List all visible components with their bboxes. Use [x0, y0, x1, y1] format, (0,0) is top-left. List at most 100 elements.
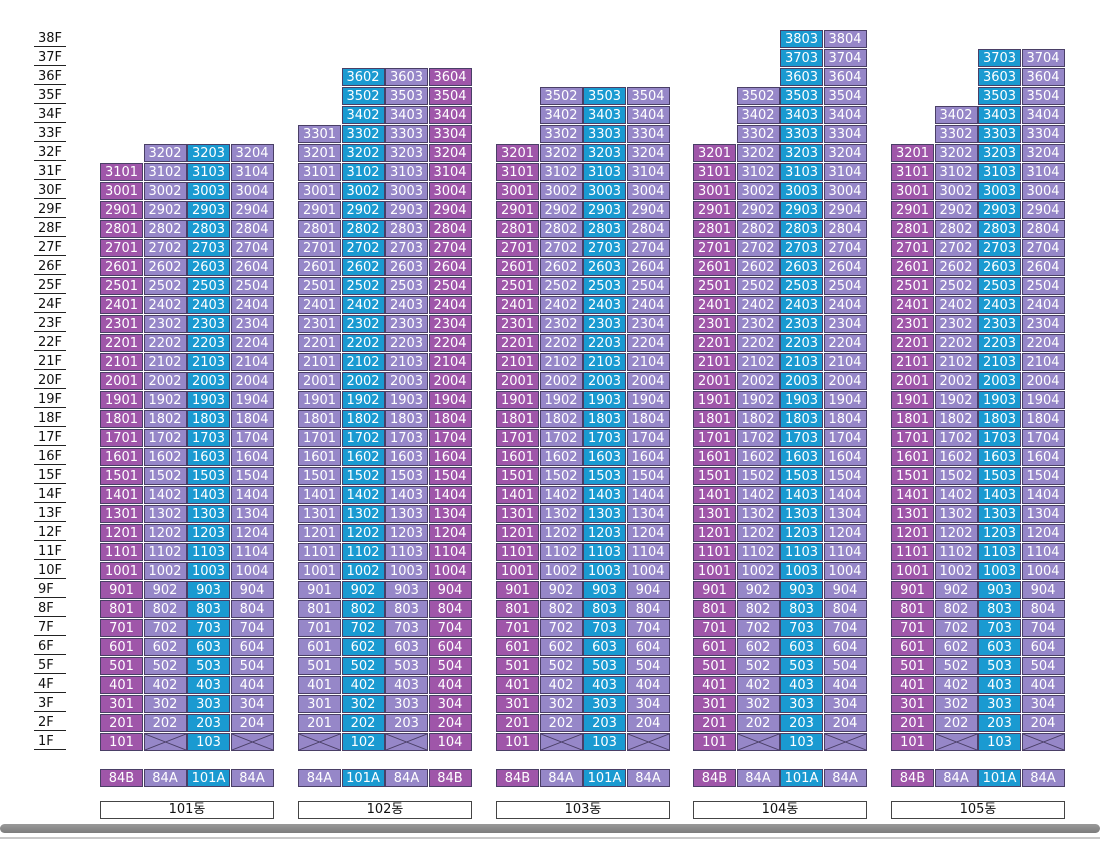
unit-cell[interactable]: 1501: [100, 467, 143, 485]
unit-cell[interactable]: 1803: [385, 410, 428, 428]
unit-cell[interactable]: 2702: [934, 239, 978, 257]
unit-cell[interactable]: 204: [626, 714, 670, 732]
unit-cell[interactable]: 2802: [736, 220, 780, 238]
unit-cell[interactable]: 601: [496, 638, 539, 656]
unit-cell[interactable]: 3402: [934, 106, 978, 124]
unit-cell[interactable]: 3103: [780, 163, 823, 181]
unit-cell[interactable]: 3304: [1021, 125, 1065, 143]
unit-cell[interactable]: 3503: [385, 87, 428, 105]
unit-cell[interactable]: 601: [693, 638, 736, 656]
unit-cell[interactable]: 402: [736, 676, 780, 694]
unit-cell[interactable]: 3204: [823, 144, 867, 162]
unit-cell[interactable]: 2304: [626, 315, 670, 333]
unit-cell[interactable]: 1401: [496, 486, 539, 504]
unit-cell[interactable]: 2004: [428, 372, 472, 390]
unit-cell[interactable]: 2202: [934, 334, 978, 352]
unit-cell[interactable]: 404: [230, 676, 274, 694]
unit-cell[interactable]: 3103: [978, 163, 1021, 181]
unit-cell[interactable]: 2001: [496, 372, 539, 390]
unit-cell[interactable]: 1202: [143, 524, 187, 542]
unit-cell[interactable]: 1904: [823, 391, 867, 409]
unit-cell[interactable]: 404: [1021, 676, 1065, 694]
unit-cell[interactable]: 202: [539, 714, 583, 732]
unit-cell[interactable]: 2902: [143, 201, 187, 219]
unit-cell[interactable]: 704: [230, 619, 274, 637]
unit-cell[interactable]: 602: [736, 638, 780, 656]
unit-cell[interactable]: 1704: [1021, 429, 1065, 447]
unit-cell[interactable]: 1803: [187, 410, 230, 428]
unit-cell[interactable]: 2003: [780, 372, 823, 390]
unit-cell[interactable]: 302: [341, 695, 385, 713]
unit-cell[interactable]: 904: [626, 581, 670, 599]
unit-cell[interactable]: 801: [298, 600, 341, 618]
unit-cell[interactable]: 3004: [1021, 182, 1065, 200]
unit-cell[interactable]: 1304: [428, 505, 472, 523]
unit-cell[interactable]: 602: [934, 638, 978, 656]
unit-cell[interactable]: 403: [385, 676, 428, 694]
unit-cell[interactable]: 2503: [978, 277, 1021, 295]
unit-cell[interactable]: 403: [780, 676, 823, 694]
unit-cell[interactable]: 1201: [298, 524, 341, 542]
unit-cell[interactable]: 1603: [187, 448, 230, 466]
unit-cell[interactable]: 2703: [187, 239, 230, 257]
unit-cell[interactable]: 2304: [823, 315, 867, 333]
unit-cell[interactable]: 1603: [780, 448, 823, 466]
unit-cell[interactable]: 1504: [626, 467, 670, 485]
unit-cell[interactable]: 2703: [978, 239, 1021, 257]
unit-cell[interactable]: 801: [693, 600, 736, 618]
unit-cell[interactable]: 1504: [428, 467, 472, 485]
unit-cell[interactable]: 504: [626, 657, 670, 675]
unit-cell[interactable]: 1904: [1021, 391, 1065, 409]
unit-cell[interactable]: 1102: [341, 543, 385, 561]
unit-cell[interactable]: 503: [978, 657, 1021, 675]
unit-cell[interactable]: 1302: [143, 505, 187, 523]
unit-cell[interactable]: 1701: [693, 429, 736, 447]
unit-cell[interactable]: 1403: [978, 486, 1021, 504]
unit-cell[interactable]: 1203: [187, 524, 230, 542]
unit-cell[interactable]: 3002: [341, 182, 385, 200]
unit-cell[interactable]: 3403: [583, 106, 626, 124]
unit-cell[interactable]: 3404: [626, 106, 670, 124]
unit-cell[interactable]: 303: [583, 695, 626, 713]
unit-cell[interactable]: 3004: [823, 182, 867, 200]
unit-cell[interactable]: 2203: [978, 334, 1021, 352]
unit-cell[interactable]: 2601: [100, 258, 143, 276]
unit-cell[interactable]: 2101: [693, 353, 736, 371]
unit-cell[interactable]: 2804: [428, 220, 472, 238]
unit-cell[interactable]: 1304: [823, 505, 867, 523]
unit-cell[interactable]: 1803: [583, 410, 626, 428]
unit-cell[interactable]: 3402: [341, 106, 385, 124]
unit-cell[interactable]: 1603: [978, 448, 1021, 466]
unit-cell[interactable]: 502: [539, 657, 583, 675]
unit-cell[interactable]: 404: [428, 676, 472, 694]
unit-cell[interactable]: 3201: [891, 144, 934, 162]
unit-cell[interactable]: 2003: [583, 372, 626, 390]
unit-cell[interactable]: 3603: [385, 68, 428, 86]
unit-cell[interactable]: 1704: [230, 429, 274, 447]
unit-cell[interactable]: 1403: [583, 486, 626, 504]
unit-cell[interactable]: 2802: [143, 220, 187, 238]
unit-cell[interactable]: 3302: [539, 125, 583, 143]
unit-cell[interactable]: 501: [693, 657, 736, 675]
unit-cell[interactable]: 3403: [978, 106, 1021, 124]
unit-cell[interactable]: 2901: [891, 201, 934, 219]
unit-cell[interactable]: 804: [230, 600, 274, 618]
unit-cell[interactable]: 1601: [891, 448, 934, 466]
unit-cell[interactable]: 2003: [978, 372, 1021, 390]
unit-cell[interactable]: 804: [428, 600, 472, 618]
unit-cell[interactable]: 2104: [626, 353, 670, 371]
unit-cell[interactable]: 301: [496, 695, 539, 713]
unit-cell[interactable]: 2002: [143, 372, 187, 390]
unit-cell[interactable]: 304: [823, 695, 867, 713]
unit-cell[interactable]: 2503: [385, 277, 428, 295]
unit-cell[interactable]: 3804: [823, 30, 867, 48]
unit-cell[interactable]: 1303: [780, 505, 823, 523]
unit-cell[interactable]: 3502: [341, 87, 385, 105]
unit-cell[interactable]: 3303: [978, 125, 1021, 143]
unit-cell[interactable]: 1401: [100, 486, 143, 504]
unit-cell[interactable]: 203: [187, 714, 230, 732]
unit-cell[interactable]: 902: [539, 581, 583, 599]
unit-cell[interactable]: 3403: [385, 106, 428, 124]
unit-cell[interactable]: 603: [978, 638, 1021, 656]
unit-cell[interactable]: 3202: [539, 144, 583, 162]
